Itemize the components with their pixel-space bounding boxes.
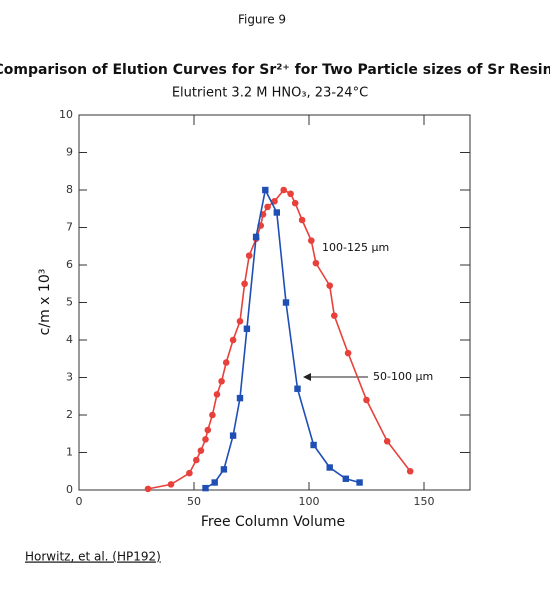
series-line xyxy=(205,187,360,489)
point xyxy=(186,469,193,477)
x-axis-label: Free Column Volume xyxy=(201,514,345,530)
y-tick-label: 5 xyxy=(66,296,73,309)
point xyxy=(245,252,253,259)
point xyxy=(243,325,251,332)
point xyxy=(236,394,244,402)
chart-title: Comparison of Elution Curves for Sr²⁺ fo… xyxy=(0,62,550,78)
point xyxy=(294,385,301,392)
point xyxy=(202,436,209,443)
y-axis-label: c/m x 10³ xyxy=(37,269,53,336)
point xyxy=(291,199,299,207)
y-tick-label: 7 xyxy=(66,221,73,234)
y-tick-label: 8 xyxy=(66,183,73,196)
series-label: 100-125 µm xyxy=(322,241,389,254)
y-tick-label: 10 xyxy=(59,108,73,121)
point xyxy=(236,317,244,325)
y-tick-label: 0 xyxy=(66,483,73,496)
y-tick-label: 6 xyxy=(66,258,73,271)
point xyxy=(308,237,315,244)
figure-label: Figure 9 xyxy=(238,13,286,27)
point xyxy=(229,336,237,344)
x-tick-label: 100 xyxy=(299,495,320,508)
point xyxy=(202,484,209,492)
point xyxy=(204,426,212,434)
point xyxy=(406,467,414,475)
x-tick-label: 150 xyxy=(414,495,435,508)
point xyxy=(356,479,363,486)
point xyxy=(218,377,225,385)
point xyxy=(280,186,288,194)
point xyxy=(312,259,320,267)
x-tick-label: 50 xyxy=(187,495,201,508)
point xyxy=(209,411,216,419)
point xyxy=(144,485,152,493)
x-tick-label: 0 xyxy=(76,495,83,508)
point xyxy=(298,216,306,224)
footer: Horwitz, et al. (HP192) xyxy=(25,550,161,564)
point xyxy=(211,479,218,486)
point xyxy=(252,233,260,241)
chart-subtitle: Elutrient 3.2 M HNO₃, 23-24°C xyxy=(172,86,368,101)
y-tick-label: 2 xyxy=(66,408,73,421)
point xyxy=(193,456,200,464)
point xyxy=(264,203,271,211)
point xyxy=(229,432,237,439)
point xyxy=(213,391,221,398)
point xyxy=(383,437,391,445)
point xyxy=(326,464,333,471)
point xyxy=(310,441,317,449)
point xyxy=(262,186,269,194)
point xyxy=(282,299,290,306)
point xyxy=(363,396,370,404)
point xyxy=(342,475,349,482)
y-tick-label: 4 xyxy=(66,333,73,346)
point xyxy=(167,481,175,488)
point xyxy=(197,447,205,454)
point xyxy=(271,197,278,205)
point xyxy=(287,190,294,198)
point xyxy=(220,466,228,473)
point xyxy=(344,349,352,357)
point xyxy=(331,312,338,319)
point xyxy=(222,359,230,366)
y-tick-label: 9 xyxy=(66,146,73,159)
point xyxy=(241,280,248,288)
plot-frame xyxy=(78,114,471,491)
arrow-head xyxy=(303,373,311,381)
point xyxy=(326,282,334,289)
y-tick-label: 3 xyxy=(66,371,73,384)
point xyxy=(273,209,280,216)
y-tick-label: 1 xyxy=(66,446,73,459)
series-label: 50-100 µm xyxy=(373,370,433,383)
